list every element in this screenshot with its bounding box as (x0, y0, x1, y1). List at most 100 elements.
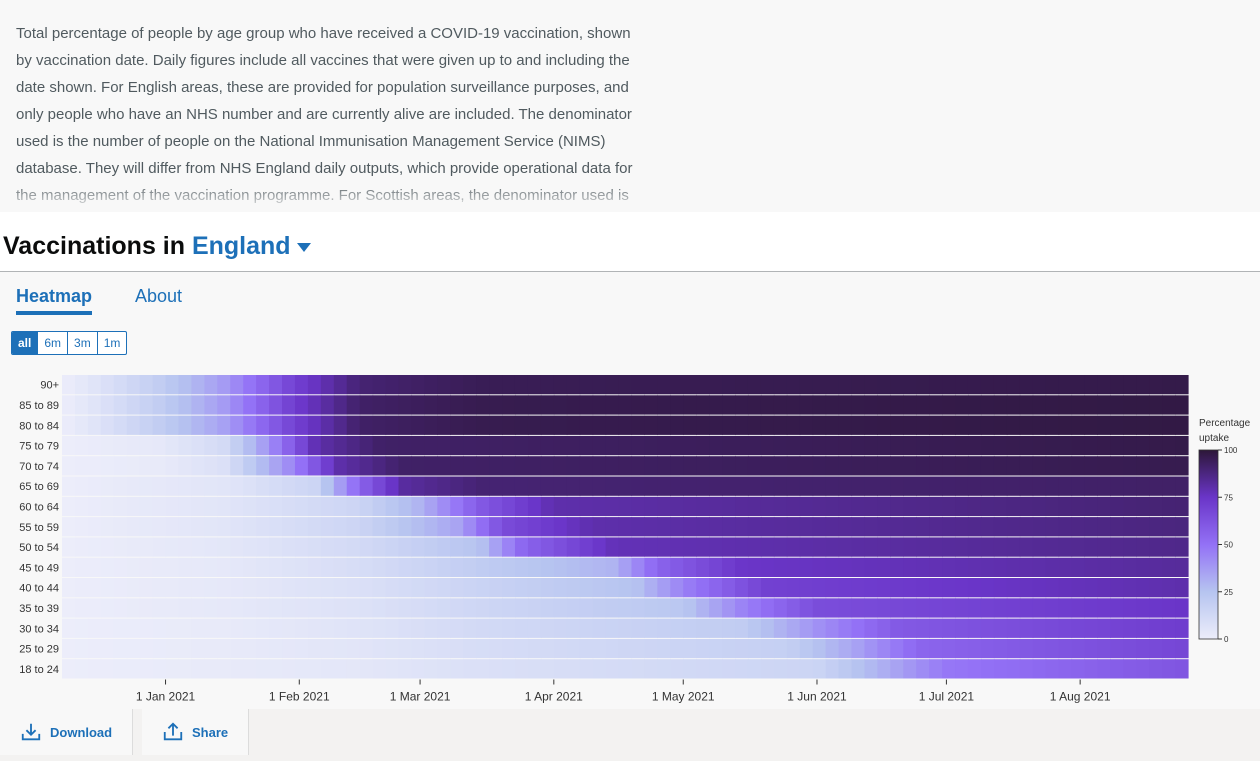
heatmap-cell (696, 415, 710, 435)
heatmap-cell (217, 435, 231, 456)
heatmap-cell (502, 557, 516, 577)
heatmap-cell (1045, 578, 1060, 598)
caret-down-icon[interactable] (296, 242, 311, 252)
heatmap-cell (838, 456, 853, 476)
heatmap-cell (618, 598, 633, 618)
heatmap-cell (1149, 395, 1163, 415)
range-6m-button[interactable]: 6m (38, 332, 69, 354)
heatmap-cell (346, 395, 361, 415)
heatmap-cell (269, 415, 283, 435)
heatmap-cell (618, 517, 633, 537)
heatmap-cell (230, 456, 244, 476)
heatmap-cell (100, 517, 115, 537)
heatmap-cell (1110, 517, 1124, 537)
legend-tick-label: 50 (1224, 541, 1233, 550)
heatmap-cell (735, 537, 749, 557)
area-name[interactable]: England (191, 232, 291, 260)
heatmap-cell (437, 638, 451, 659)
heatmap-cell (553, 476, 568, 496)
heatmap-cell (243, 638, 257, 659)
heatmap-cell (1006, 456, 1021, 476)
heatmap-cell (838, 496, 853, 517)
heatmap-cell (398, 476, 413, 496)
heatmap-cell (178, 375, 193, 395)
heatmap-cell (1175, 375, 1189, 395)
heatmap-cell (139, 638, 154, 659)
heatmap-cell (773, 659, 788, 679)
range-1m-button[interactable]: 1m (103, 336, 121, 350)
heatmap-cell (670, 578, 684, 598)
heatmap-cell (670, 598, 684, 618)
heatmap-cell (450, 517, 464, 537)
heatmap-cell (709, 517, 723, 537)
heatmap-cell (747, 557, 762, 577)
heatmap-cell (307, 517, 322, 537)
tab-about[interactable]: About (135, 286, 183, 306)
heatmap-cell (618, 638, 633, 659)
heatmap-cell (864, 537, 878, 557)
heatmap-cell (476, 598, 490, 618)
heatmap-cell (126, 456, 141, 476)
heatmap-cell (942, 578, 956, 598)
heatmap-cell (307, 638, 322, 659)
heatmap-cell (890, 415, 904, 435)
heatmap-cell (294, 476, 309, 496)
legend-tick-label: 25 (1224, 588, 1233, 597)
heatmap-cell (605, 557, 620, 577)
heatmap-cell (760, 456, 775, 476)
heatmap-cell (152, 618, 167, 638)
heatmap-cell (217, 496, 231, 517)
heatmap-cell (230, 659, 244, 679)
heatmap-cell (74, 659, 89, 679)
heatmap-cell (786, 375, 801, 395)
heatmap-cell (385, 618, 400, 638)
heatmap-cell (696, 456, 710, 476)
heatmap-row (62, 415, 1189, 435)
range-3m-button[interactable]: 3m (68, 332, 98, 354)
area-selector[interactable]: England (192, 232, 311, 260)
heatmap-cell (450, 598, 464, 618)
heatmap-cell (1071, 578, 1086, 598)
heatmap-cell (592, 638, 607, 659)
heatmap-cell (1071, 456, 1086, 476)
heatmap-cell (579, 638, 594, 659)
heatmap-cell (903, 557, 917, 577)
heatmap-cell (178, 598, 193, 618)
heatmap-cell (437, 435, 451, 456)
download-button[interactable]: Download (0, 709, 134, 755)
heatmap-cell (540, 435, 555, 456)
heatmap-cell (786, 517, 801, 537)
heatmap-row (62, 456, 1189, 476)
heatmap-cell (1032, 435, 1047, 456)
heatmap-cell (566, 375, 581, 395)
card-footer: Download Share (0, 709, 1260, 761)
heatmap-cell (722, 557, 736, 577)
download-label: Download (50, 724, 113, 740)
heatmap-cell (760, 557, 775, 577)
heatmap-cell (1097, 456, 1111, 476)
range-all-button[interactable]: all (12, 332, 39, 354)
heatmap-cell (372, 557, 387, 577)
y-tick-label: 35 to 39 (19, 603, 59, 615)
heatmap-cell (825, 618, 840, 638)
heatmap-cell (204, 557, 218, 577)
heatmap-cell (152, 517, 167, 537)
heatmap-cell (204, 659, 218, 679)
heatmap-cell (838, 598, 853, 618)
heatmap-cell (1162, 496, 1176, 517)
heatmap-cell (553, 375, 568, 395)
heatmap-cell (1162, 415, 1176, 435)
heatmap-cell (269, 557, 283, 577)
heatmap-cell (683, 517, 697, 537)
y-tick-label: 18 to 24 (19, 664, 59, 676)
share-button[interactable]: Share (142, 709, 250, 755)
heatmap-cell (204, 598, 218, 618)
heatmap-cell (735, 476, 749, 496)
heatmap-cell (553, 395, 568, 415)
heatmap-cell (644, 435, 658, 456)
heatmap-cell (916, 537, 930, 557)
heatmap-cell (230, 415, 244, 435)
heatmap-cell (217, 375, 231, 395)
tab-heatmap[interactable]: Heatmap (16, 284, 93, 315)
heatmap-cell (398, 456, 413, 476)
